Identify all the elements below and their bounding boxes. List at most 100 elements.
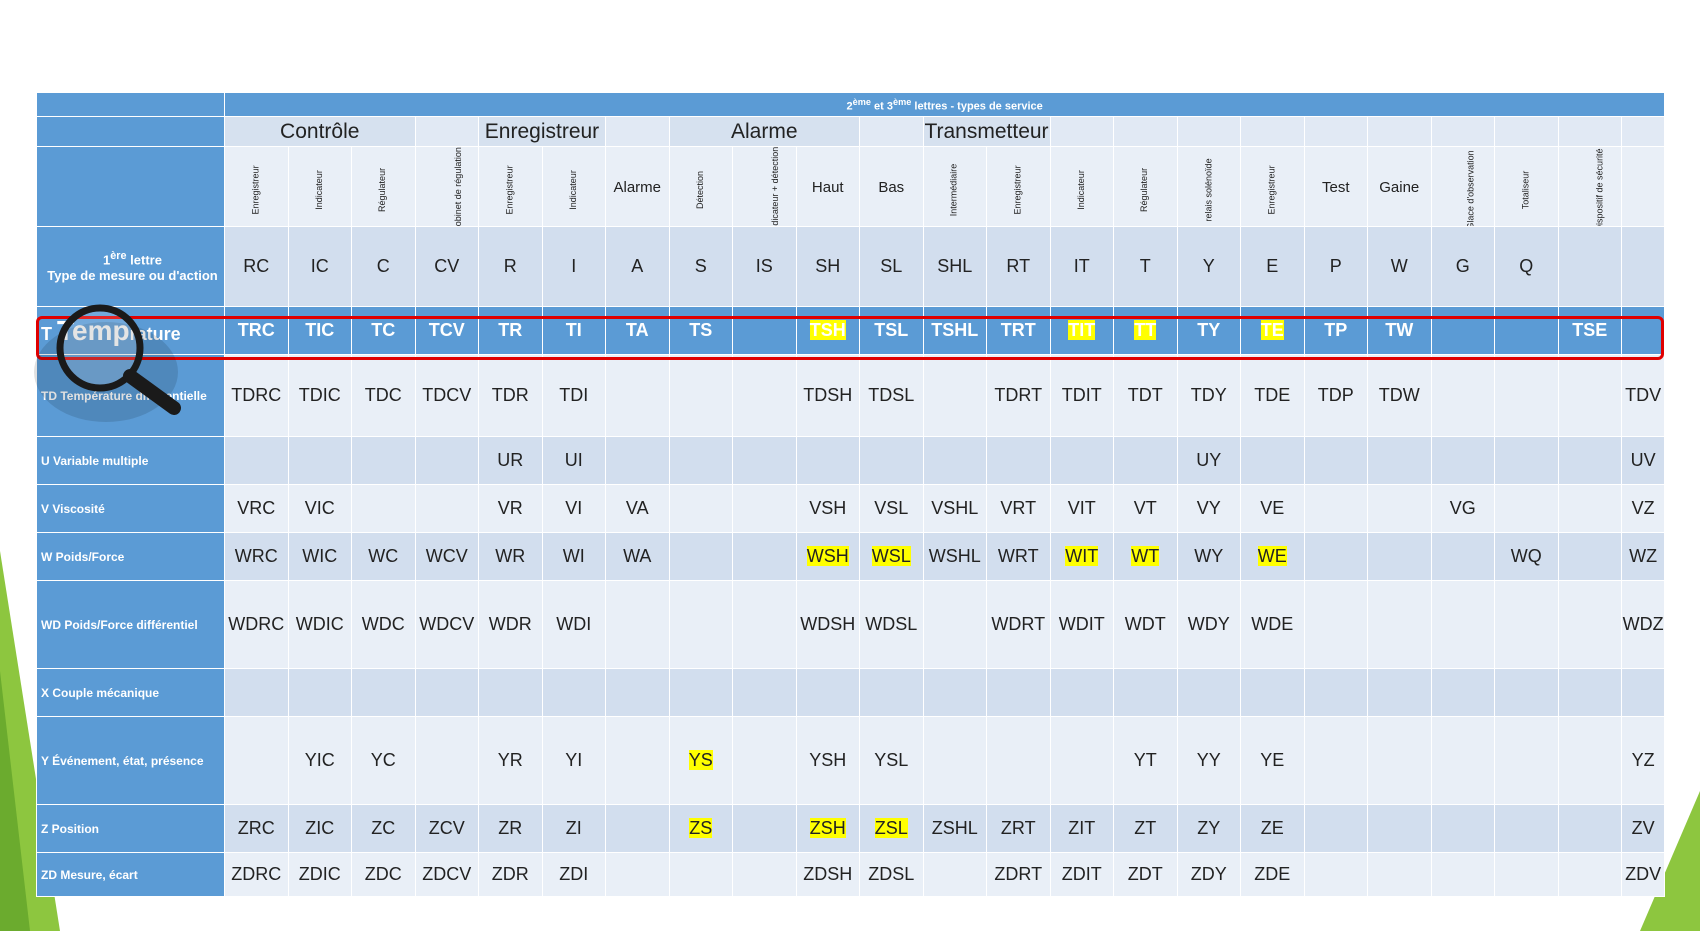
- letter-code: I: [571, 256, 577, 276]
- code-cell: [1303, 484, 1368, 533]
- letter-code: RC: [243, 256, 270, 276]
- group-header: Enregistreur: [478, 116, 606, 147]
- instrument-code: ZDCV: [422, 864, 472, 884]
- subheader-cell: Glace d'observation: [1430, 146, 1495, 227]
- letter-code: T: [1139, 256, 1151, 276]
- instrument-code: VI: [565, 498, 583, 518]
- code-cell: ZDC: [351, 852, 416, 897]
- group-spacer: [1240, 116, 1305, 147]
- instrument-code: TDE: [1254, 385, 1291, 405]
- code-cell: [732, 436, 797, 485]
- code-cell: [732, 354, 797, 437]
- letter-code: SHL: [937, 256, 973, 276]
- code-cell: [922, 716, 987, 805]
- subheader-label: Régulateur: [1139, 167, 1150, 212]
- code-cell: ZRT: [986, 804, 1051, 853]
- code-cell: [1303, 804, 1368, 853]
- instrument-code: TSE: [1572, 320, 1608, 340]
- code-cell: WDSL: [859, 580, 924, 669]
- instrument-code: YT: [1133, 750, 1157, 770]
- instrument-code: UI: [564, 450, 583, 470]
- code-cell: [1494, 306, 1559, 355]
- instrument-code: ZSH: [809, 818, 846, 838]
- code-cell: VRC: [224, 484, 289, 533]
- instrument-code: VRT: [1000, 498, 1037, 518]
- code-cell: VSHL: [922, 484, 987, 533]
- service-types-banner: 2ème et 3ème lettres - types de service: [223, 92, 1666, 117]
- code-cell: ZC: [351, 804, 416, 853]
- code-cell: [1367, 436, 1432, 485]
- instrument-code: TDP: [1317, 385, 1354, 405]
- instrument-code: WDSL: [865, 614, 918, 634]
- group-spacer: [1303, 116, 1368, 147]
- code-cell: ZDIC: [287, 852, 352, 897]
- code-cell: [1176, 668, 1241, 717]
- group-spacer: [1620, 116, 1666, 147]
- subheader-cell: Enregistreur: [478, 146, 543, 227]
- measure-row-label: U Variable multiple: [36, 436, 225, 485]
- instrument-code: WIC: [302, 546, 338, 566]
- code-cell: [1557, 436, 1622, 485]
- subheader-cell: [1620, 146, 1666, 227]
- code-cell: ZIT: [1049, 804, 1114, 853]
- code-cell: [414, 436, 479, 485]
- code-cell: TDY: [1176, 354, 1241, 437]
- code-cell: WA: [605, 532, 670, 581]
- subheader-label: Détection: [694, 170, 705, 209]
- code-cell: [1367, 580, 1432, 669]
- letter-code-cell: I: [541, 226, 606, 307]
- code-cell: YI: [541, 716, 606, 805]
- instrument-code: WDIT: [1058, 614, 1105, 634]
- instrument-code: TIT: [1068, 320, 1096, 340]
- group-spacer: [859, 116, 924, 147]
- instrument-code: WR: [495, 546, 526, 566]
- row-label-pre: T: [41, 323, 57, 344]
- subheader-label: Indicateur + détection: [770, 146, 781, 227]
- letter-code: S: [694, 256, 707, 276]
- code-cell: ZY: [1176, 804, 1241, 853]
- instrument-letter-table: 2ème et 3ème lettres - types de service C…: [36, 92, 1666, 897]
- subheader-label: relais solénoïde: [1203, 158, 1214, 222]
- subheader-cell: Régulateur: [1113, 146, 1178, 227]
- subheader-cell: Enregistreur: [986, 146, 1051, 227]
- letter-code-cell: R: [478, 226, 543, 307]
- code-cell: WDIT: [1049, 580, 1114, 669]
- instrument-code: ZRC: [237, 818, 275, 838]
- code-cell: WRC: [224, 532, 289, 581]
- letter-code: SL: [880, 256, 903, 276]
- code-cell: [287, 436, 352, 485]
- code-cell: ZE: [1240, 804, 1305, 853]
- code-cell: ZDCV: [414, 852, 479, 897]
- code-cell: WY: [1176, 532, 1241, 581]
- instrument-code: YS: [688, 750, 713, 770]
- banner-sup-2: ème: [852, 96, 871, 107]
- code-cell: ZDSL: [859, 852, 924, 897]
- code-cell: ZSL: [859, 804, 924, 853]
- code-cell: TDSH: [795, 354, 860, 437]
- code-cell: [795, 668, 860, 717]
- subheader-label: Régulateur: [377, 167, 388, 212]
- code-cell: [541, 668, 606, 717]
- code-cell: TDI: [541, 354, 606, 437]
- code-cell: VIC: [287, 484, 352, 533]
- code-cell: ZR: [478, 804, 543, 853]
- subheader-cell: Haut: [795, 146, 860, 227]
- code-cell: [1367, 484, 1432, 533]
- code-cell: [1430, 436, 1495, 485]
- code-cell: [1430, 306, 1495, 355]
- instrument-code: WDE: [1251, 614, 1294, 634]
- instrument-code: ZT: [1134, 818, 1157, 838]
- group-label: Enregistreur: [484, 119, 600, 143]
- code-cell: [1113, 668, 1178, 717]
- first-letter-num: 1: [103, 252, 111, 268]
- group-spacer: [1367, 116, 1432, 147]
- code-cell: WR: [478, 532, 543, 581]
- magnifier-icon: [34, 304, 181, 422]
- letter-code: P: [1329, 256, 1342, 276]
- code-cell: [1430, 354, 1495, 437]
- subheader-label: Intermédiaire: [948, 163, 959, 217]
- instrument-code: WDI: [556, 614, 592, 634]
- instrument-code: TI: [565, 320, 582, 340]
- letter-code: A: [631, 256, 644, 276]
- subheader-cell: Intermédiaire: [922, 146, 987, 227]
